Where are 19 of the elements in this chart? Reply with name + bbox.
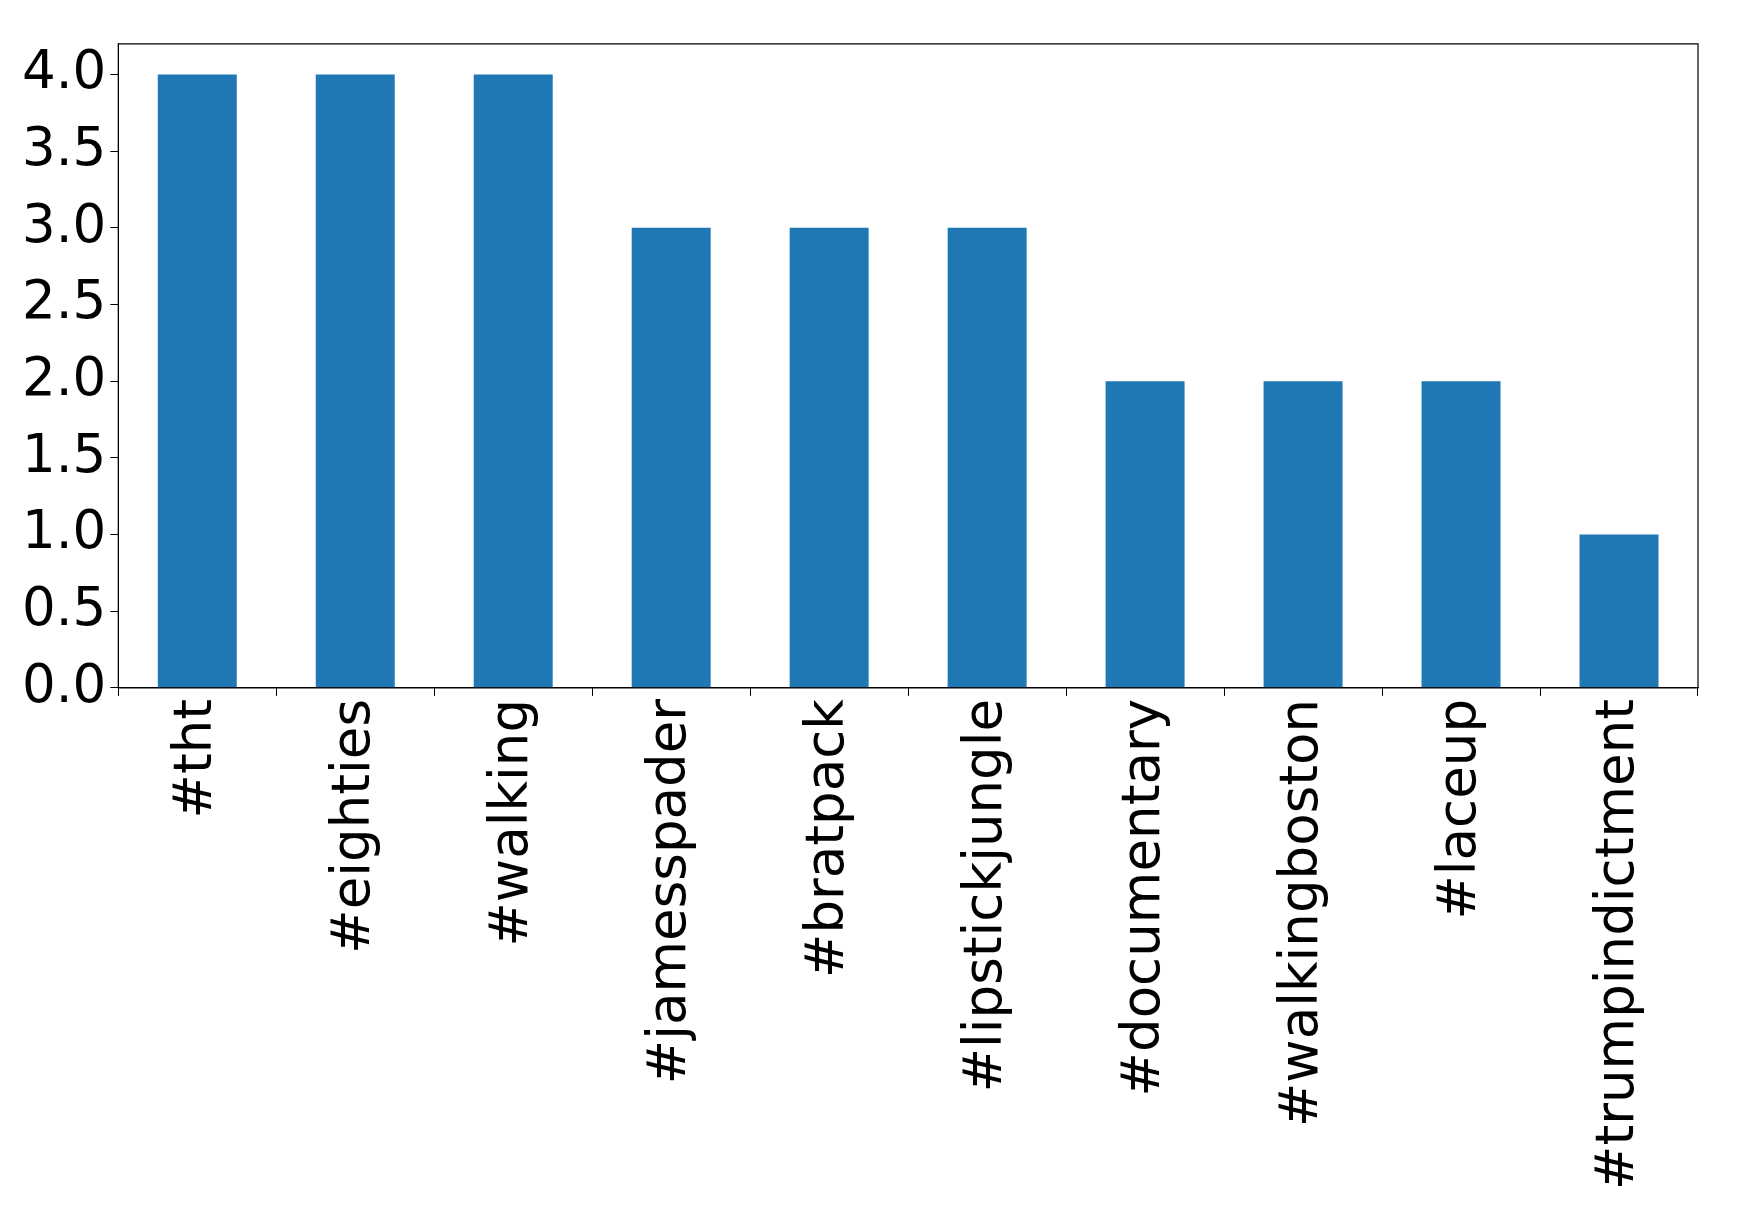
y-tick-label: 0.5 xyxy=(21,576,107,638)
y-tick-label: 1.5 xyxy=(21,422,107,484)
y-tick-label: 1.0 xyxy=(21,499,107,561)
y-tick-label: 0.0 xyxy=(21,652,107,714)
x-tick-label: #tht xyxy=(162,698,224,819)
x-tick-label: #walkingboston xyxy=(1267,698,1329,1128)
x-tick-label: #jamesspader xyxy=(635,698,697,1085)
y-tick-label: 3.0 xyxy=(21,192,107,254)
x-tick-label: #eighties xyxy=(320,698,382,954)
x-tick-label: #laceup xyxy=(1425,698,1487,920)
y-tick-label: 3.5 xyxy=(21,115,107,177)
x-tick-label: #documentary xyxy=(1109,698,1171,1097)
y-tick-label: 4.0 xyxy=(21,39,107,101)
x-tick-label: #lipstickjungle xyxy=(951,698,1013,1093)
y-tick-label: 2.0 xyxy=(21,345,107,407)
x-tick-label: #trumpindictment xyxy=(1583,698,1645,1191)
x-tick-label: #walking xyxy=(477,698,539,947)
x-tick-label: #bratpack xyxy=(793,698,855,979)
y-tick-label: 2.5 xyxy=(21,269,107,331)
